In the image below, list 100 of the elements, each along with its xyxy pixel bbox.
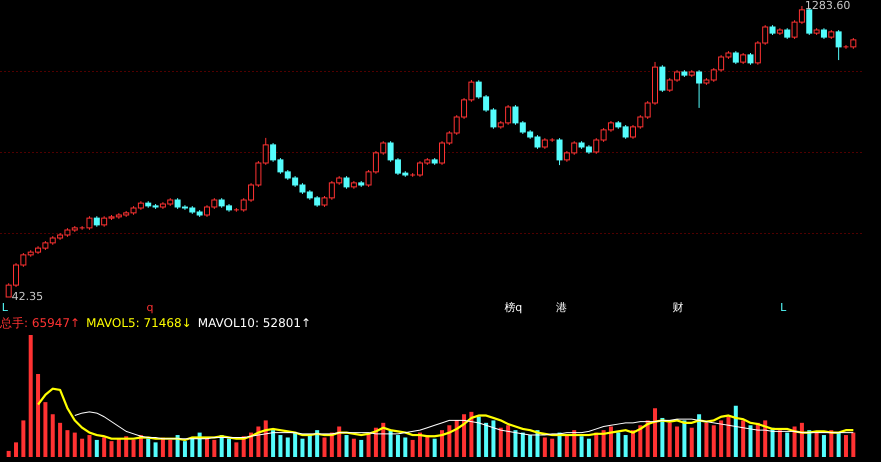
bar — [116, 438, 121, 457]
candlestick — [344, 176, 350, 190]
bar — [462, 414, 466, 457]
text: L — [2, 301, 9, 314]
text: MAVOL10: 52801↑ — [198, 316, 312, 330]
text: q — [146, 301, 154, 314]
bar — [447, 425, 452, 457]
bar — [80, 438, 84, 457]
bar — [712, 425, 716, 457]
bar — [756, 422, 760, 457]
bar — [132, 440, 136, 457]
bar — [36, 374, 40, 457]
bar — [14, 442, 18, 457]
bar — [763, 420, 768, 457]
candlestick — [806, 8, 812, 36]
bar — [410, 440, 415, 457]
bar — [6, 450, 11, 457]
bar — [110, 441, 114, 457]
bar — [602, 430, 606, 457]
candlestick — [784, 28, 790, 40]
bar — [660, 418, 664, 457]
bar — [704, 422, 708, 457]
bar — [50, 414, 55, 457]
bar — [190, 438, 194, 457]
bar — [594, 432, 598, 457]
bar — [396, 435, 400, 457]
bar — [564, 435, 569, 457]
bar — [87, 435, 92, 457]
bar — [586, 438, 591, 457]
bar — [844, 435, 848, 457]
candlestick — [696, 70, 702, 108]
bar — [102, 437, 106, 457]
bar — [814, 432, 819, 457]
bar — [198, 432, 202, 457]
bar — [690, 428, 694, 457]
text: 总手: 65947↑ — [0, 316, 80, 330]
candlestick — [850, 38, 856, 50]
bar — [491, 420, 496, 457]
candlestick — [556, 138, 563, 166]
bar — [580, 436, 584, 457]
bar — [630, 430, 635, 457]
bar — [638, 425, 642, 457]
bar — [800, 422, 804, 457]
candlestick — [820, 28, 827, 40]
bar — [726, 416, 730, 457]
bar — [476, 416, 481, 457]
text: 港 — [556, 301, 567, 314]
candlestick — [836, 30, 842, 61]
candlestick — [86, 216, 92, 230]
bar — [94, 440, 99, 457]
annotation: 42.35 — [12, 290, 44, 303]
bar — [785, 432, 790, 457]
bar — [484, 422, 488, 457]
bar — [542, 437, 547, 457]
bar — [234, 442, 238, 457]
text: L — [780, 301, 788, 314]
bar — [778, 430, 782, 457]
bar — [822, 435, 826, 457]
bar — [388, 430, 393, 457]
bar — [278, 435, 282, 457]
bar — [227, 438, 232, 457]
bar — [154, 442, 158, 457]
text: 榜q — [504, 301, 522, 314]
bar — [668, 422, 672, 457]
bar — [322, 437, 326, 457]
bar — [352, 438, 356, 457]
bar — [315, 430, 320, 457]
bar — [21, 420, 26, 457]
bar — [697, 414, 702, 457]
candlestick — [770, 24, 776, 36]
bar — [498, 428, 503, 457]
bar — [528, 435, 532, 457]
bar — [28, 335, 33, 457]
bar — [58, 422, 62, 457]
bar — [337, 426, 342, 457]
bar — [440, 430, 444, 457]
text: 财 — [672, 301, 684, 314]
bar — [792, 426, 797, 457]
bar — [748, 425, 752, 457]
bar — [344, 435, 349, 457]
bar — [624, 435, 628, 457]
bar — [741, 420, 746, 457]
bar — [403, 437, 408, 457]
bar — [182, 441, 187, 457]
bar — [506, 425, 510, 457]
candlestick — [732, 50, 739, 65]
bar — [734, 406, 738, 457]
candlestick — [94, 216, 100, 228]
bar — [359, 440, 364, 457]
bar — [851, 432, 856, 457]
bar — [271, 430, 276, 457]
bar — [65, 430, 70, 457]
bar — [432, 438, 437, 457]
candlestick — [659, 64, 666, 92]
bar — [469, 412, 474, 457]
bar — [72, 432, 77, 457]
bar — [807, 430, 812, 457]
bar — [675, 426, 680, 457]
bar — [829, 430, 834, 457]
bar — [550, 438, 554, 457]
